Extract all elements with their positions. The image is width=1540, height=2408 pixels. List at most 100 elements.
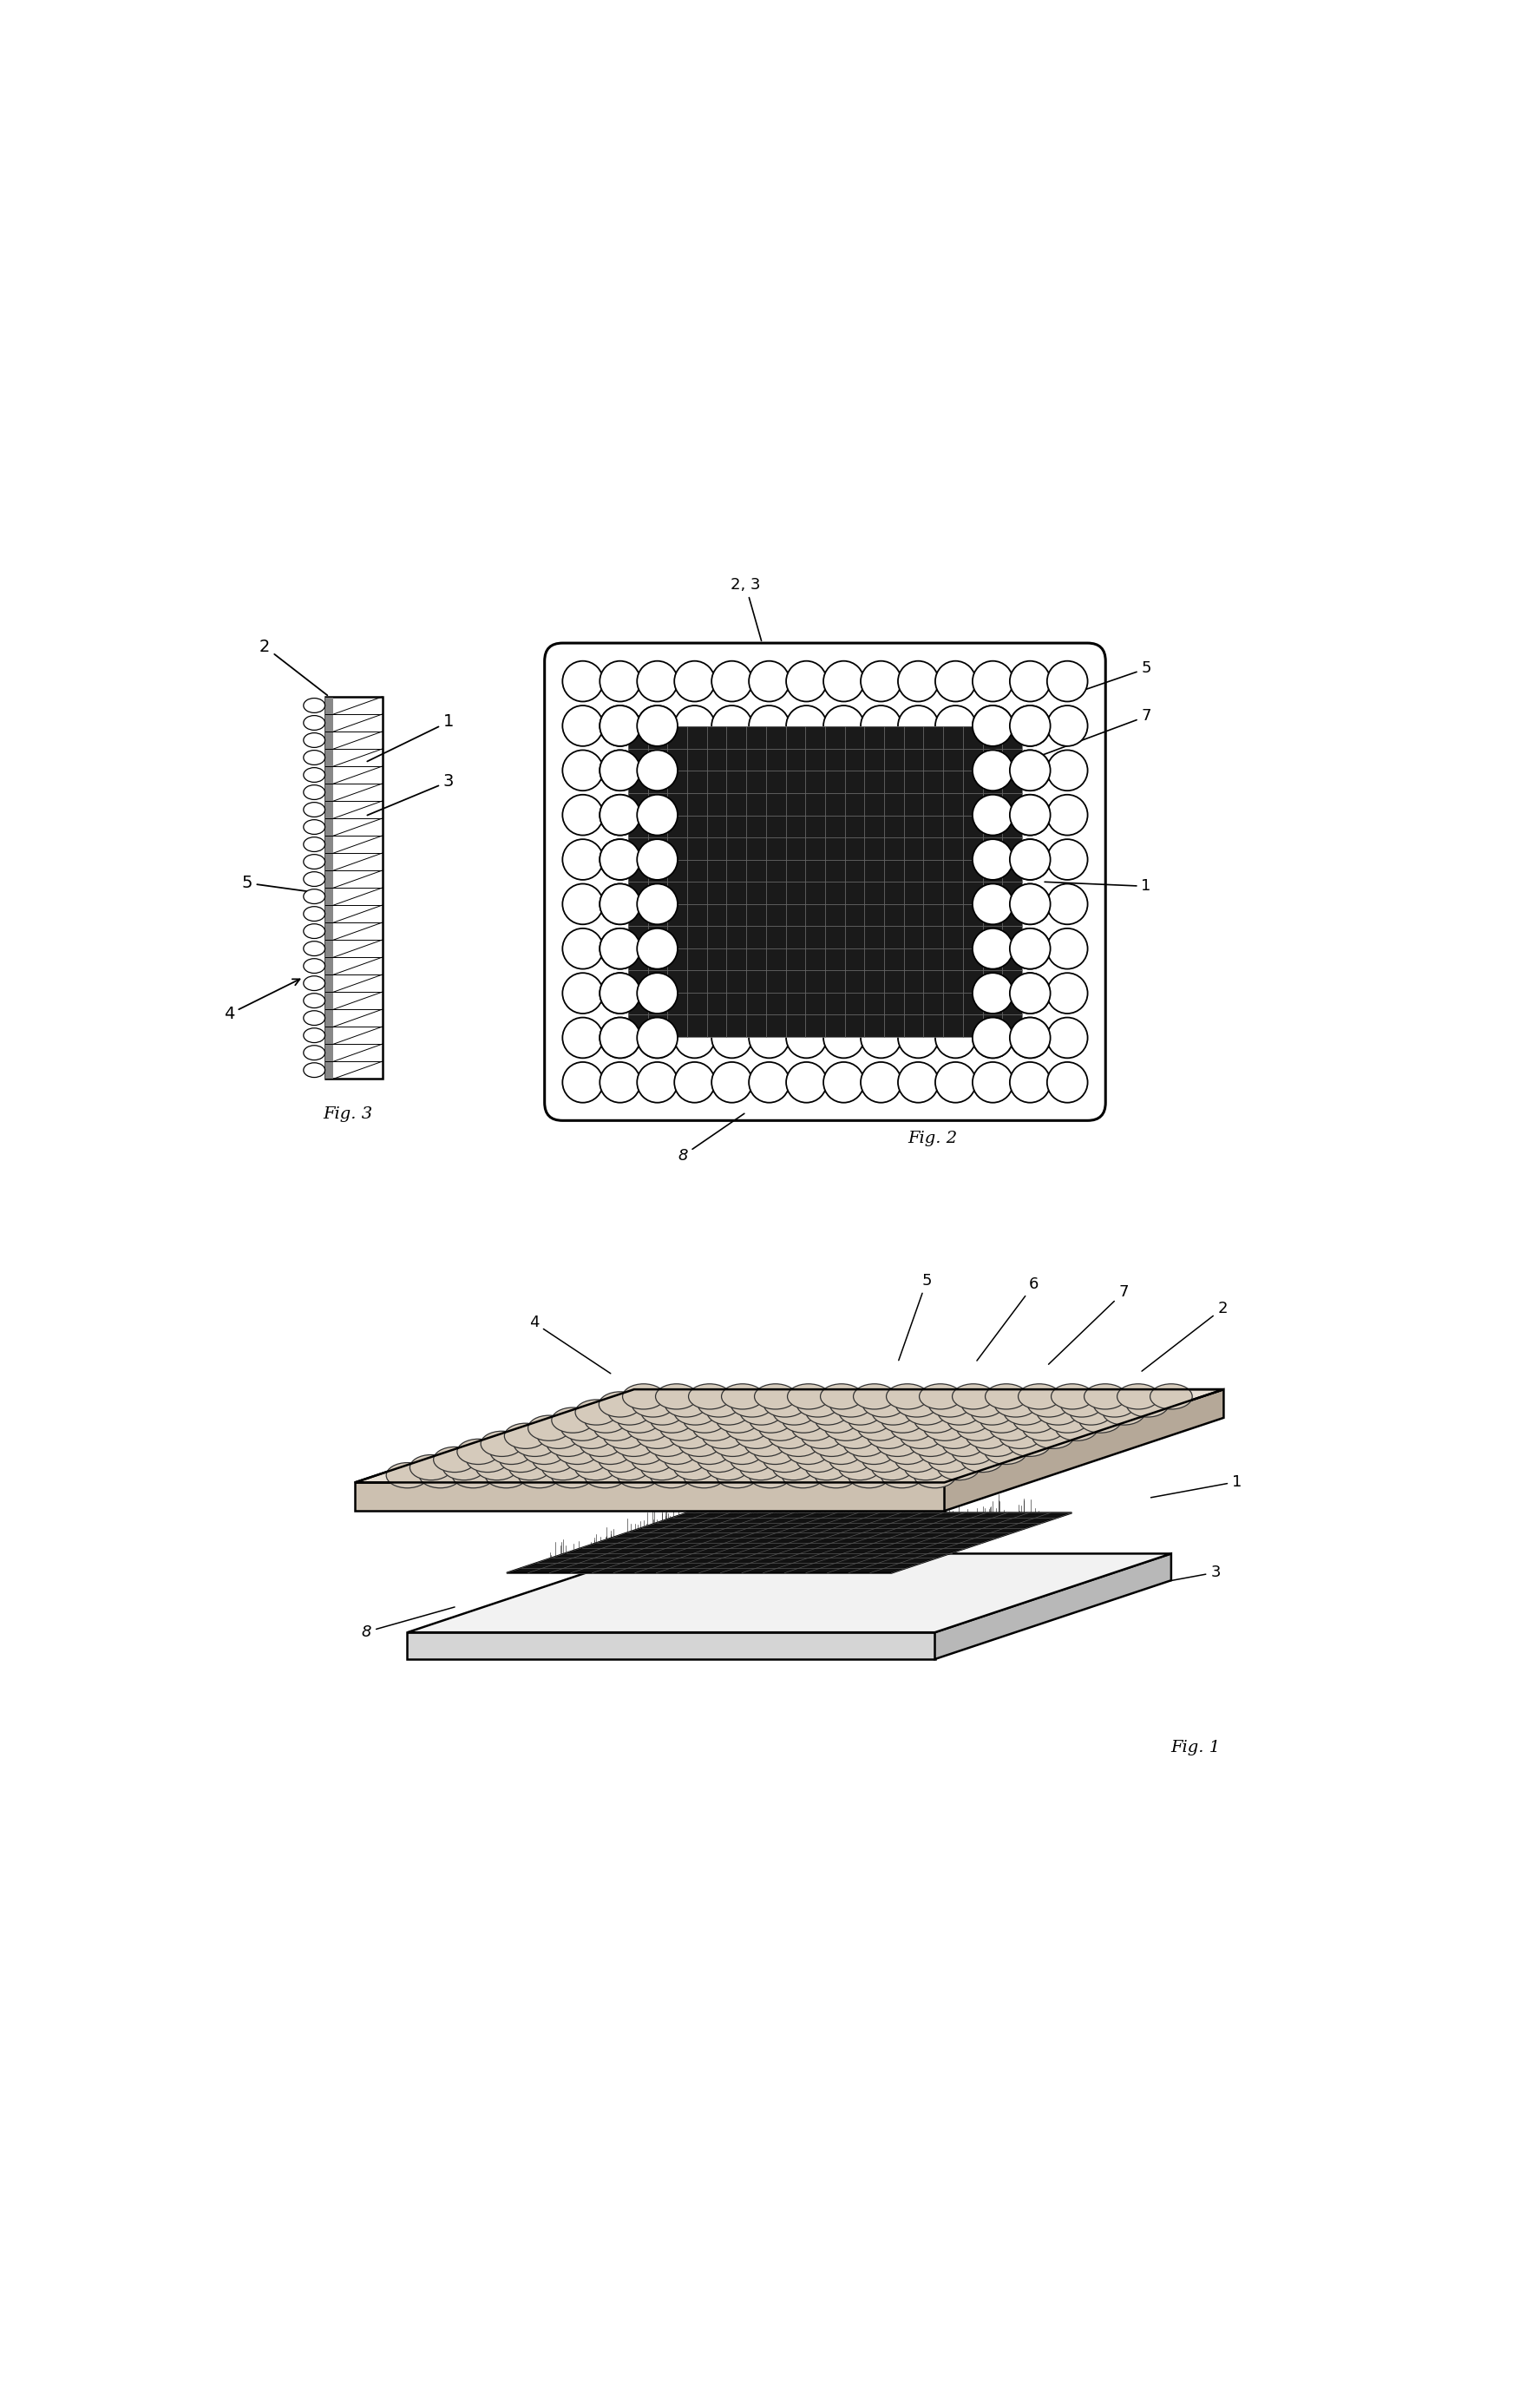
- Circle shape: [599, 929, 641, 968]
- Circle shape: [935, 1062, 976, 1103]
- Ellipse shape: [796, 1392, 839, 1416]
- Circle shape: [972, 660, 1013, 701]
- Circle shape: [599, 1019, 641, 1057]
- Ellipse shape: [661, 1416, 702, 1440]
- Circle shape: [599, 660, 641, 701]
- Circle shape: [1010, 840, 1050, 879]
- Polygon shape: [935, 1553, 1172, 1659]
- Ellipse shape: [961, 1447, 1003, 1471]
- Ellipse shape: [684, 1409, 725, 1433]
- Ellipse shape: [741, 1399, 782, 1426]
- Polygon shape: [408, 1553, 1172, 1633]
- Circle shape: [711, 1019, 752, 1057]
- Ellipse shape: [896, 1392, 938, 1416]
- Ellipse shape: [938, 1399, 979, 1426]
- Ellipse shape: [929, 1392, 970, 1416]
- Ellipse shape: [755, 1385, 796, 1409]
- Ellipse shape: [1018, 1385, 1061, 1409]
- Ellipse shape: [480, 1430, 524, 1457]
- Ellipse shape: [693, 1416, 735, 1440]
- Circle shape: [898, 1062, 938, 1103]
- Ellipse shape: [565, 1447, 608, 1471]
- Circle shape: [861, 1062, 901, 1103]
- Circle shape: [972, 929, 1013, 968]
- Circle shape: [1047, 884, 1087, 925]
- Ellipse shape: [576, 1399, 618, 1426]
- Ellipse shape: [732, 1392, 773, 1416]
- Text: 6: 6: [976, 1276, 1040, 1361]
- Circle shape: [562, 751, 604, 790]
- Ellipse shape: [604, 1423, 645, 1450]
- Circle shape: [1010, 660, 1050, 701]
- Circle shape: [972, 1019, 1013, 1057]
- Ellipse shape: [303, 785, 325, 799]
- Ellipse shape: [938, 1454, 979, 1481]
- Ellipse shape: [829, 1447, 872, 1471]
- Ellipse shape: [858, 1416, 899, 1440]
- Circle shape: [1047, 660, 1087, 701]
- Ellipse shape: [773, 1454, 815, 1481]
- Ellipse shape: [627, 1416, 670, 1440]
- Circle shape: [1047, 929, 1087, 968]
- Circle shape: [638, 706, 678, 746]
- Circle shape: [1047, 751, 1087, 790]
- Ellipse shape: [975, 1430, 1018, 1457]
- Ellipse shape: [849, 1462, 890, 1488]
- Circle shape: [1047, 973, 1087, 1014]
- Circle shape: [638, 929, 678, 968]
- Ellipse shape: [561, 1416, 604, 1440]
- Ellipse shape: [622, 1385, 665, 1409]
- Circle shape: [562, 884, 604, 925]
- Ellipse shape: [303, 995, 325, 1009]
- Ellipse shape: [673, 1454, 716, 1481]
- Ellipse shape: [839, 1399, 881, 1426]
- Ellipse shape: [303, 838, 325, 852]
- Ellipse shape: [688, 1385, 730, 1409]
- Ellipse shape: [744, 1430, 787, 1457]
- Ellipse shape: [961, 1392, 1004, 1416]
- Ellipse shape: [551, 1462, 593, 1488]
- Circle shape: [1010, 1019, 1050, 1057]
- Ellipse shape: [707, 1399, 750, 1426]
- Circle shape: [599, 840, 641, 879]
- Ellipse shape: [942, 1430, 984, 1457]
- Bar: [325, 696, 334, 1079]
- Text: 5: 5: [1084, 660, 1152, 691]
- Ellipse shape: [825, 1416, 867, 1440]
- Circle shape: [898, 660, 938, 701]
- Ellipse shape: [599, 1392, 641, 1416]
- Ellipse shape: [821, 1385, 862, 1409]
- Ellipse shape: [303, 751, 325, 766]
- Circle shape: [972, 1019, 1013, 1057]
- Circle shape: [1010, 1019, 1050, 1057]
- Ellipse shape: [750, 1409, 792, 1433]
- Text: 1: 1: [367, 713, 454, 761]
- Circle shape: [562, 795, 604, 836]
- Circle shape: [1010, 1062, 1050, 1103]
- Ellipse shape: [303, 905, 325, 922]
- Text: 1: 1: [1150, 1474, 1241, 1498]
- Ellipse shape: [956, 1416, 999, 1440]
- Ellipse shape: [679, 1430, 721, 1457]
- Ellipse shape: [303, 768, 325, 783]
- Circle shape: [562, 1062, 604, 1103]
- Ellipse shape: [537, 1423, 579, 1450]
- Ellipse shape: [970, 1399, 1013, 1426]
- Ellipse shape: [675, 1399, 716, 1426]
- Ellipse shape: [764, 1447, 805, 1471]
- Circle shape: [562, 929, 604, 968]
- Ellipse shape: [1046, 1409, 1089, 1433]
- Ellipse shape: [688, 1440, 730, 1464]
- Circle shape: [1010, 795, 1050, 836]
- Ellipse shape: [533, 1447, 574, 1471]
- Ellipse shape: [613, 1430, 654, 1457]
- Ellipse shape: [579, 1430, 622, 1457]
- Ellipse shape: [881, 1409, 924, 1433]
- Ellipse shape: [981, 1409, 1023, 1433]
- Ellipse shape: [654, 1440, 698, 1464]
- Ellipse shape: [796, 1447, 838, 1471]
- Ellipse shape: [551, 1409, 594, 1433]
- Ellipse shape: [815, 1409, 858, 1433]
- Circle shape: [638, 1019, 678, 1057]
- Circle shape: [1010, 929, 1050, 968]
